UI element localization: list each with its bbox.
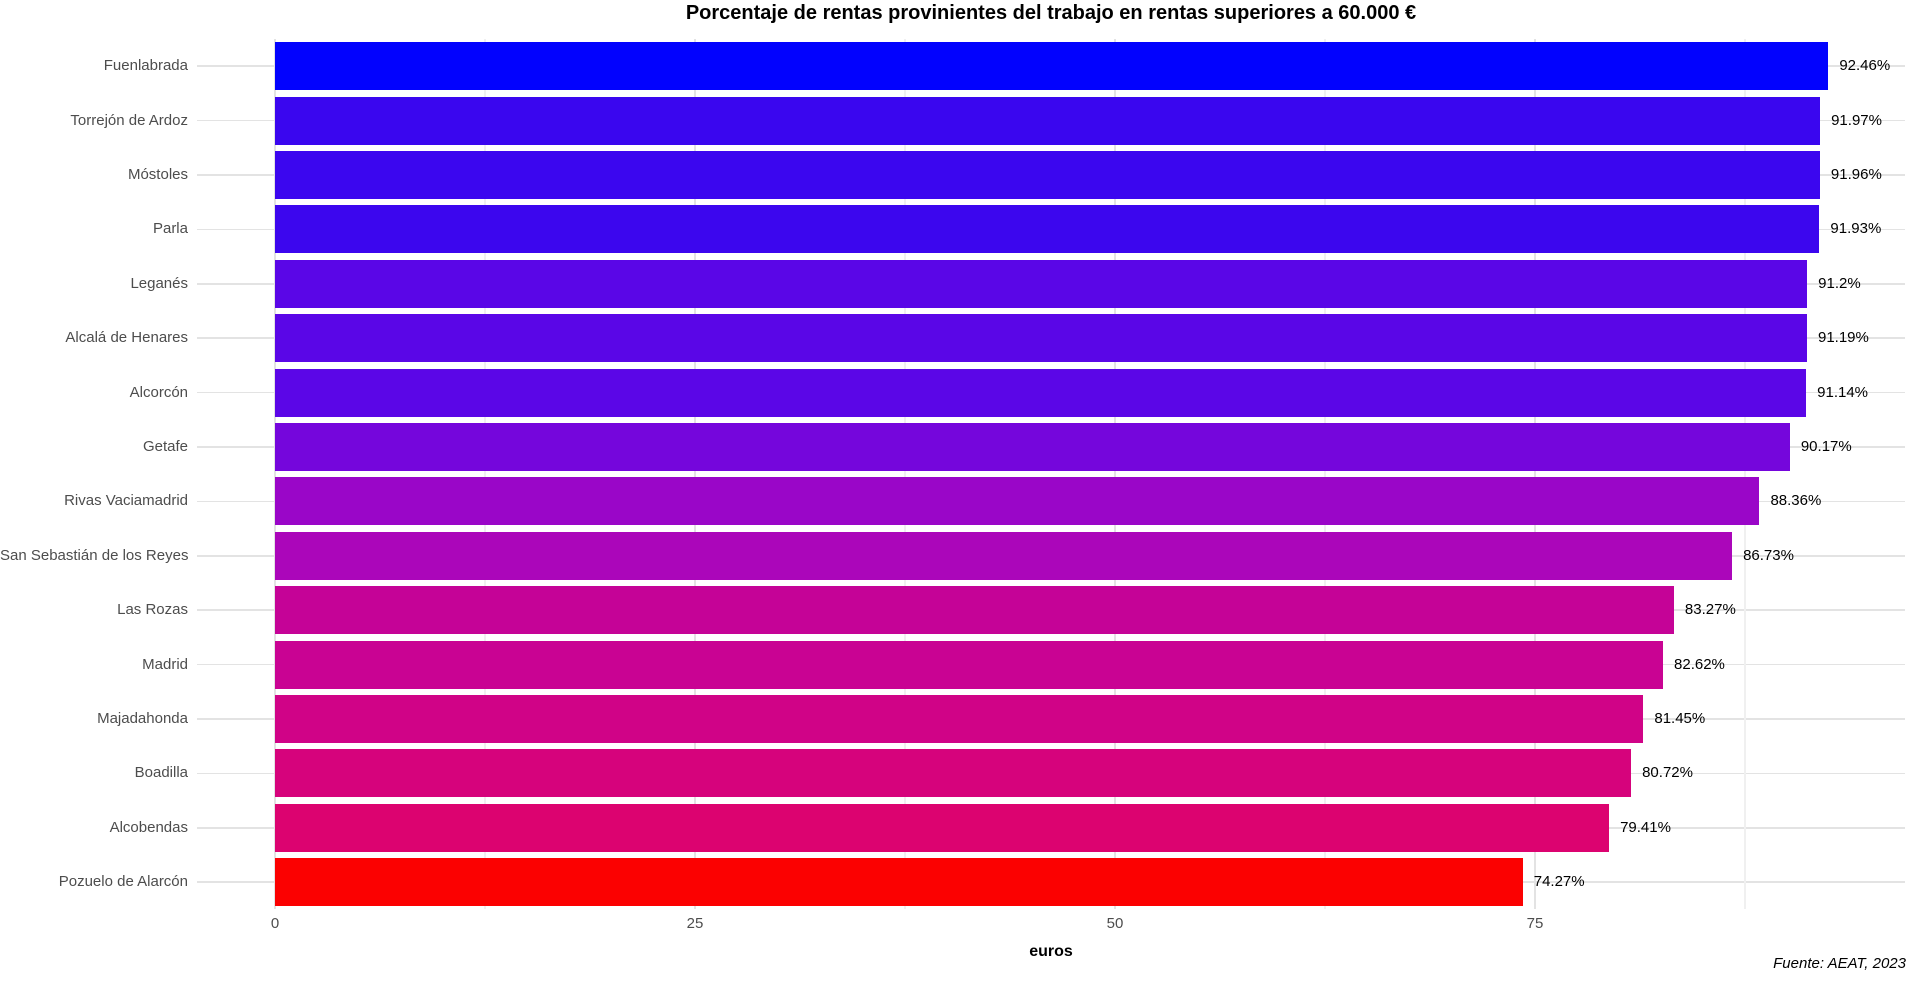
bar <box>275 586 1674 635</box>
gridline-vertical-minor <box>904 39 906 910</box>
bar <box>275 858 1523 907</box>
bar <box>275 368 1807 417</box>
bar-value-label: 79.41% <box>1620 818 1671 836</box>
bar-value-label: 82.62% <box>1674 655 1725 673</box>
bar <box>275 749 1632 798</box>
gridline-vertical-major <box>274 39 276 910</box>
y-axis-label: Parla <box>152 220 188 238</box>
bar-value-label: 91.96% <box>1830 166 1882 183</box>
bar <box>275 314 1807 363</box>
y-axis-label: Rivas Vaciamadrid <box>64 492 188 510</box>
gridline-vertical-major <box>1114 39 1116 910</box>
y-axis-label: Majadahonda <box>97 710 188 727</box>
bar-value-label: 91.2% <box>1818 274 1861 292</box>
y-axis-label: Móstoles <box>127 166 188 183</box>
bar-value-label: 91.97% <box>1831 111 1882 129</box>
y-axis-label: Alcalá de Henares <box>65 329 188 347</box>
source-caption: Fuente: AEAT, 2023 <box>1773 955 1906 972</box>
bar-value-label: 86.73% <box>1743 546 1794 564</box>
gridline-vertical-minor <box>1744 39 1746 910</box>
bar <box>275 695 1644 743</box>
x-axis-title: euros <box>1029 943 1073 960</box>
gridline-vertical-minor <box>1324 39 1326 910</box>
y-axis-label: San Sebastián de los Reyes <box>0 546 189 564</box>
bar <box>275 151 1820 199</box>
bar <box>275 531 1733 580</box>
y-axis-label: Fuenlabrada <box>103 57 188 75</box>
gridline-vertical-major <box>1534 39 1536 910</box>
x-axis-tick-label: 50 <box>1106 915 1124 932</box>
bar <box>275 96 1821 145</box>
bar <box>275 423 1790 471</box>
y-axis-label: Boadilla <box>134 764 188 782</box>
y-axis-label: Alcobendas <box>109 818 188 836</box>
bar <box>275 259 1808 308</box>
bar-value-label: 90.17% <box>1800 438 1852 455</box>
y-axis-label: Torrejón de Ardoz <box>70 111 188 129</box>
bar-value-label: 88.36% <box>1770 492 1822 510</box>
x-axis-tick-label: 0 <box>270 915 280 932</box>
bar <box>275 640 1664 689</box>
bar <box>275 205 1820 254</box>
y-axis-label: Madrid <box>142 655 188 673</box>
bar-value-label: 91.19% <box>1817 329 1869 347</box>
gridline-vertical-major <box>694 39 696 910</box>
chart-title: Porcentaje de rentas provinientes del tr… <box>685 2 1417 24</box>
bar <box>275 803 1610 852</box>
x-axis-tick-label: 75 <box>1526 915 1544 932</box>
gridline-vertical-minor <box>484 39 486 910</box>
bar-value-label: 81.45% <box>1654 710 1706 727</box>
bar <box>275 42 1829 91</box>
y-axis-label: Las Rozas <box>117 601 188 619</box>
bar-value-label: 80.72% <box>1642 764 1693 782</box>
bar-value-label: 91.93% <box>1830 220 1882 238</box>
bar-value-label: 74.27% <box>1533 873 1585 891</box>
x-axis-tick-label: 25 <box>686 915 704 932</box>
y-axis-label: Leganés <box>130 274 188 292</box>
y-axis-label: Alcorcón <box>129 383 188 401</box>
bar <box>275 477 1760 526</box>
y-axis-label: Pozuelo de Alarcón <box>58 873 188 891</box>
bar-value-label: 92.46% <box>1839 57 1891 75</box>
bar-value-label: 91.14% <box>1817 383 1869 401</box>
y-axis-label: Getafe <box>142 438 188 455</box>
bar-value-label: 83.27% <box>1684 601 1736 619</box>
